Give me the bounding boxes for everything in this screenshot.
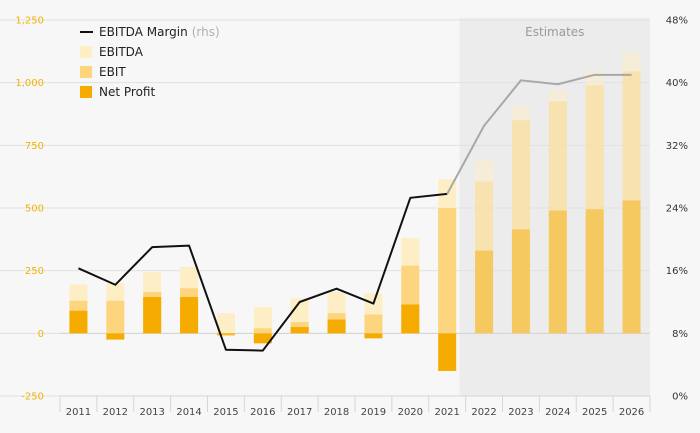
x-tick-label: 2016 <box>250 407 275 418</box>
y-right-tick-label: 0% <box>672 392 688 403</box>
bar-ebit-2019 <box>364 314 383 334</box>
bar-net-profit-2020 <box>401 304 420 334</box>
y-left-tick-label: -250 <box>21 392 44 403</box>
bar-ebitda-2026 <box>622 52 641 334</box>
legend-label: EBITDA <box>99 45 144 59</box>
x-tick-label: 2018 <box>324 407 349 418</box>
y-right-tick-label: 16% <box>666 266 688 277</box>
legend-label: EBIT <box>99 65 126 79</box>
x-tick-label: 2025 <box>582 407 607 418</box>
bar-ebit-2016 <box>253 328 272 334</box>
bar-ebitda-2025 <box>585 71 604 334</box>
bar-net-profit-2021 <box>438 333 457 371</box>
bar-net-profit-2013 <box>143 296 162 334</box>
x-tick-label: 2021 <box>434 407 459 418</box>
y-right-tick-label: 48% <box>666 16 688 27</box>
bar-net-profit-2019 <box>364 333 383 339</box>
bar-ebitda-2023 <box>511 106 530 334</box>
bar-ebitda-2015 <box>216 313 235 334</box>
x-tick-label: 2024 <box>545 407 570 418</box>
x-tick-label: 2013 <box>139 407 164 418</box>
bar-net-profit-2025 <box>585 209 604 334</box>
legend-label-suffix: (rhs) <box>192 25 220 39</box>
bar-ebit-2023 <box>511 120 530 334</box>
bar-net-profit-2024 <box>548 210 567 334</box>
y-right-tick-label: 40% <box>666 78 688 89</box>
y-right-tick-label: 32% <box>666 141 688 152</box>
x-tick-label: 2020 <box>398 407 423 418</box>
bar-ebitda-2016 <box>253 307 272 334</box>
legend-label: Net Profit <box>99 85 155 99</box>
y-left-tick-label: 1,000 <box>15 78 44 89</box>
bar-net-profit-2017 <box>290 327 309 334</box>
x-tick-label: 2011 <box>66 407 91 418</box>
bar-ebitda-2022 <box>475 160 494 334</box>
bar-net-profit-2018 <box>327 319 346 334</box>
legend-label: EBITDA Margin (rhs) <box>99 25 220 39</box>
bar-net-profit-2011 <box>69 310 88 334</box>
x-tick-label: 2014 <box>176 407 201 418</box>
bar-net-profit-2026 <box>622 200 641 334</box>
bar-net-profit-2015 <box>216 333 235 335</box>
legend-label-text: EBITDA <box>99 45 144 59</box>
bar-net-profit-2022 <box>475 250 494 334</box>
estimates-label: Estimates <box>525 25 584 39</box>
x-tick-label: 2019 <box>361 407 386 418</box>
bar-ebit-2026 <box>622 71 641 334</box>
legend-label-text: EBIT <box>99 65 126 79</box>
x-tick-label: 2012 <box>103 407 128 418</box>
x-tick-label: 2023 <box>508 407 533 418</box>
ebitda-margin-line-estimate <box>446 73 632 195</box>
legend-label-text: Net Profit <box>99 85 155 99</box>
x-tick-label: 2015 <box>213 407 238 418</box>
legend-swatch-ebit <box>80 66 92 78</box>
bar-ebit-2022 <box>475 181 494 334</box>
x-tick-label: 2017 <box>287 407 312 418</box>
legend-swatch-net-profit <box>80 86 92 98</box>
y-left-tick-label: 0 <box>38 329 44 340</box>
x-tick-label: 2022 <box>471 407 496 418</box>
bar-ebit-2024 <box>548 101 567 334</box>
x-tick-label: 2026 <box>619 407 644 418</box>
y-left-tick-label: 1,250 <box>15 16 44 27</box>
bar-ebit-2021 <box>438 208 457 334</box>
bar-ebitda-2024 <box>548 90 567 334</box>
bar-net-profit-2023 <box>511 229 530 334</box>
legend-label-text: EBITDA Margin <box>99 25 188 39</box>
bar-net-profit-2016 <box>253 333 272 344</box>
y-left-tick-label: 250 <box>25 266 44 277</box>
bar-net-profit-2014 <box>180 296 199 334</box>
y-right-tick-label: 8% <box>672 329 688 340</box>
legend-swatch-ebitda <box>80 46 92 58</box>
bar-net-profit-2012 <box>106 333 125 340</box>
y-left-tick-label: 500 <box>25 204 44 215</box>
y-left-tick-label: 750 <box>25 141 44 152</box>
bar-ebit-2012 <box>106 300 125 334</box>
y-right-tick-label: 24% <box>666 204 688 215</box>
bar-ebit-2025 <box>585 85 604 334</box>
ebitda-margin-line-actual <box>78 192 448 352</box>
